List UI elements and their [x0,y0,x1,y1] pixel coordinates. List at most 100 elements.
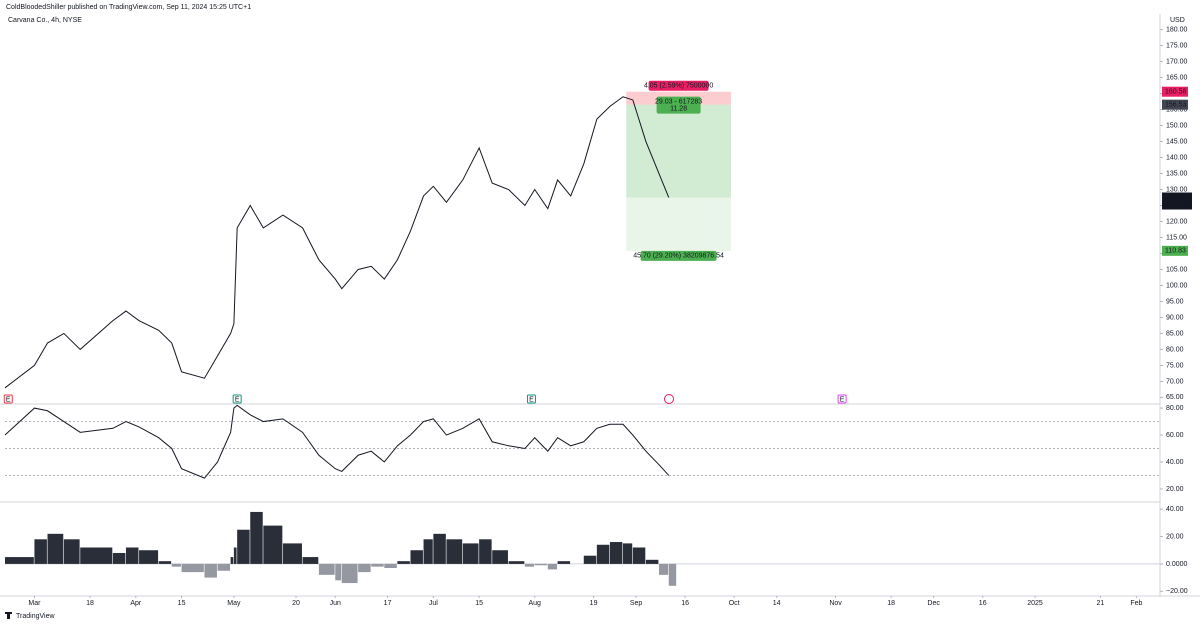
momentum-bar [47,533,64,564]
x-tick-label: 21 [1097,600,1105,607]
y-tick-label: 95.00 [1166,298,1184,305]
event-marker [232,394,242,404]
y-tick-label: 175.00 [1166,42,1188,49]
x-tick-label: 16 [979,600,987,607]
event-marker [526,394,536,404]
y-tick-label: 40.00 [1166,459,1184,466]
momentum-bar [433,533,446,564]
y-tick-label: 90.00 [1166,314,1184,321]
momentum-bar [358,563,371,573]
momentum-bar [5,557,34,564]
momentum-bar [423,539,433,564]
y-tick-label: 145.00 [1166,138,1188,145]
x-tick-label: Feb [1130,600,1142,607]
momentum-bar [609,542,623,564]
momentum-bar [171,563,181,567]
x-tick-label: 19 [590,600,598,607]
momentum-bar [158,561,172,564]
pnl-label: 29.03 - 617283 [655,99,702,106]
x-tick-label: 16 [681,600,689,607]
y-tick-label: 85.00 [1166,330,1184,337]
momentum-bar [446,539,463,564]
y-tick-label: 155.00 [1166,106,1188,113]
momentum-bar [237,529,250,564]
stop-price-bg [1162,86,1188,97]
y-tick-label: 80.00 [1166,346,1184,353]
momentum-bar [645,559,659,564]
x-tick-label: 18 [887,600,895,607]
price-line [4,96,670,389]
profit-zone-open [626,104,731,198]
x-tick-label: 18 [86,600,94,607]
x-tick-label: Mar [28,600,41,607]
y-tick-label: 75.00 [1166,362,1184,369]
event-marker [3,394,13,404]
momentum-bar [508,561,525,564]
x-tick-label: 2025 [1027,600,1043,607]
x-tick-label: Sep [630,600,643,607]
footer-logo: TradingView [16,613,55,620]
y-tick-label: 105.00 [1166,266,1188,273]
stop-price: 160.58 [1165,89,1187,96]
momentum-bar [524,563,535,567]
y-tick-label: 135.00 [1166,170,1188,177]
x-tick-label: Oct [729,600,740,607]
momentum-bar [479,539,492,564]
event-label: E [235,396,240,403]
rsi-line [4,404,670,479]
x-tick-label: 15 [475,600,483,607]
y-tick-label: −20.00 [1166,588,1188,595]
target-label: 45.70 (29.20%) 38209876.54 [633,253,724,260]
momentum-bar [230,557,234,564]
momentum-bar [596,544,610,564]
momentum-bar [547,563,558,570]
momentum-bar [668,563,677,586]
publisher: ColdBloodedShiller published on TradingV… [6,4,251,11]
y-tick-label: 0.0000 [1166,561,1188,568]
event-marker [837,394,847,404]
y-tick-label: 20.00 [1166,486,1184,493]
momentum-bar [583,555,597,564]
momentum-bar [335,563,342,581]
target-label-bg [640,250,717,261]
momentum-bar [557,561,571,564]
y-tick-label: 115.00 [1166,234,1187,241]
momentum-bar [318,563,335,575]
momentum-bar [534,563,548,566]
event-label: E [6,396,11,403]
dividend-marker [664,394,674,404]
momentum-bar [63,539,80,564]
stop-label: 4.05 (2.59%) 7500000 [644,83,713,90]
symbol: Carvana Co., 4h, NYSE [8,17,82,24]
momentum-bar [397,561,410,564]
x-tick-label: 20 [292,600,300,607]
pnl-bg [656,96,701,114]
event-label: E [840,396,845,403]
momentum-bar [623,543,633,564]
countdown: 03:04:06 [1165,201,1192,208]
x-tick-label: Nov [829,600,842,607]
y-tick-label: 140.00 [1166,154,1188,161]
event-label: E [529,396,534,403]
y-tick-label: 170.00 [1166,58,1188,65]
momentum-bar [204,563,217,578]
momentum-bar [250,511,263,564]
currency: USD [1170,17,1185,24]
x-tick-label: Aug [528,600,541,607]
target-price-bg [1162,245,1188,256]
momentum-bar [492,550,508,564]
y-tick-label: 65.00 [1166,394,1184,401]
logo-icon [5,612,12,619]
momentum-bar [282,543,302,564]
momentum-bar [462,543,479,564]
y-tick-label: 150.00 [1166,122,1188,129]
x-tick-label: Jul [429,600,438,607]
y-tick-label: 120.00 [1166,218,1188,225]
y-tick-label: 40.00 [1166,506,1184,513]
momentum-bar [233,547,237,564]
momentum-bar [263,525,283,564]
y-tick-label: 165.00 [1166,74,1188,81]
y-tick-label: 70.00 [1166,378,1184,385]
